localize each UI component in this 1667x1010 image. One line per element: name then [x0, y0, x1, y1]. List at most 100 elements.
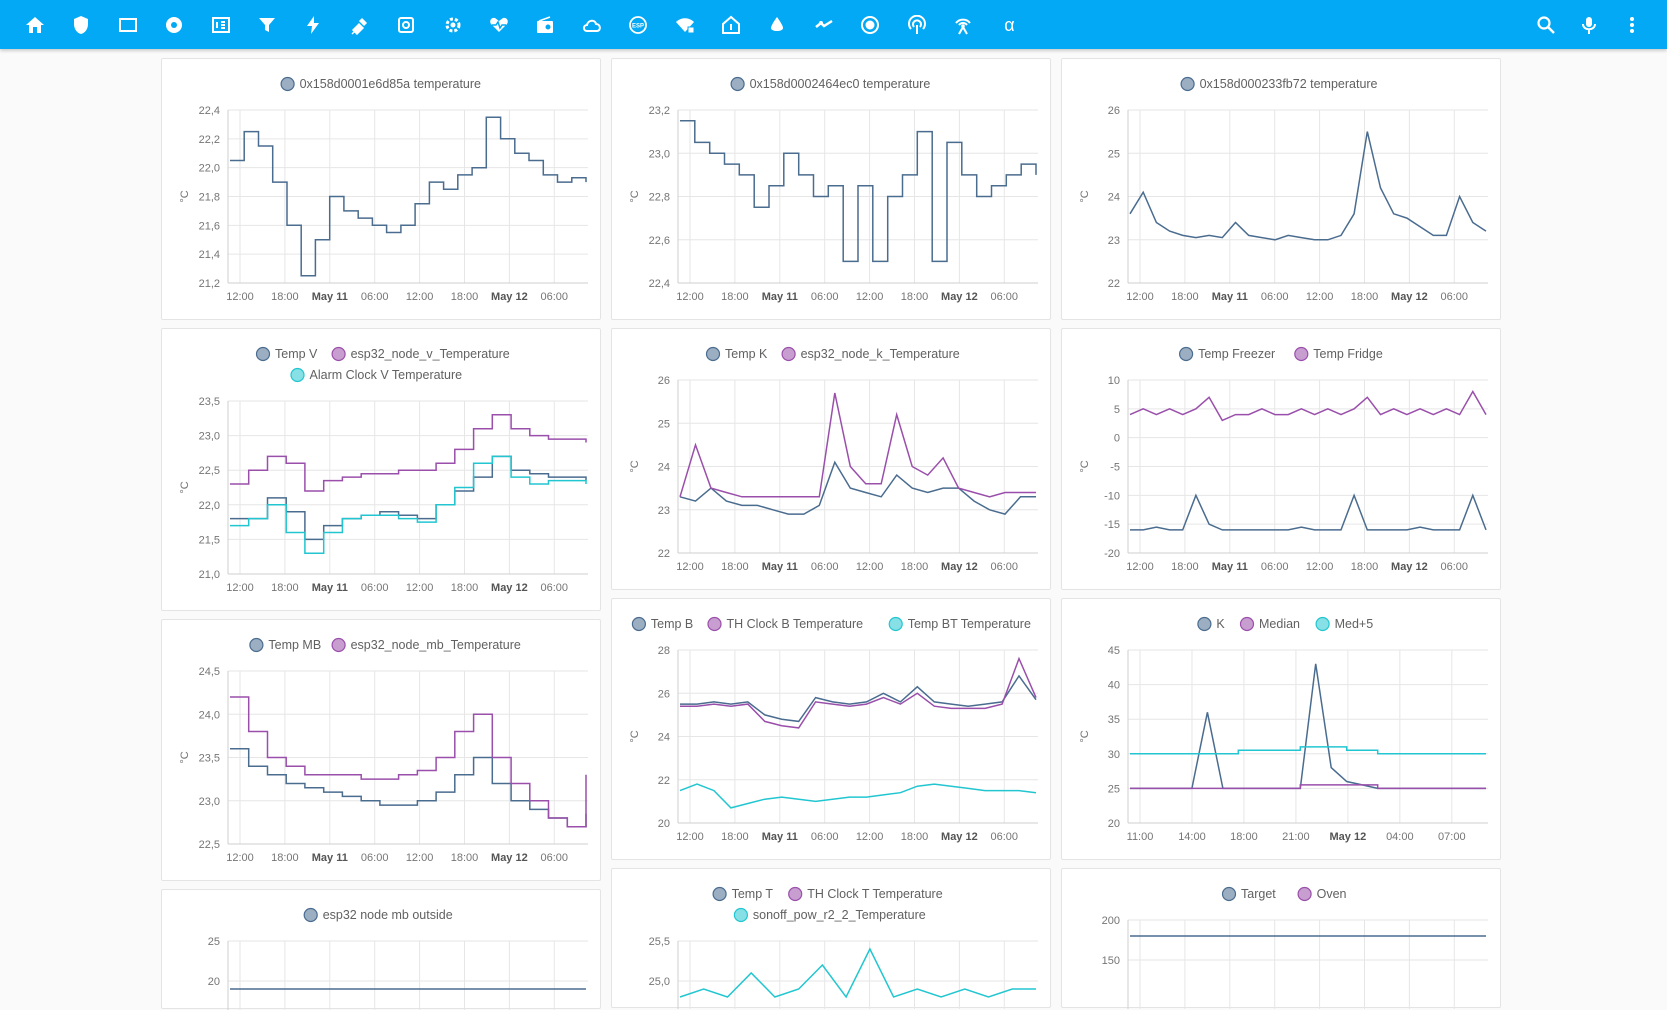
series-line: [230, 696, 587, 828]
legend-swatch[interactable]: [788, 886, 803, 902]
y-tick-label: 5: [1114, 404, 1120, 416]
esp-icon[interactable]: ESP: [623, 10, 653, 40]
y-tick-label: 23,5: [199, 753, 220, 765]
series-line: [679, 460, 1036, 515]
legend-label[interactable]: Oven: [1317, 887, 1347, 901]
panel-icon[interactable]: [113, 10, 143, 40]
legend-label[interactable]: Temp MB: [268, 638, 321, 652]
x-tick-label: 12:00: [1126, 291, 1154, 303]
microphone-icon[interactable]: [1574, 10, 1604, 40]
y-tick-label: 25: [208, 936, 220, 948]
filter-icon[interactable]: [252, 10, 282, 40]
legend-label[interactable]: Temp V: [275, 347, 318, 361]
dashboard-icon[interactable]: [206, 10, 236, 40]
legend-label[interactable]: esp32 node mb outside: [323, 908, 453, 922]
legend-label[interactable]: sonoff_pow_r2_2_Temperature: [753, 908, 926, 922]
flash-icon[interactable]: [298, 10, 328, 40]
shield-icon[interactable]: [66, 10, 96, 40]
legend-label[interactable]: Temp T: [732, 887, 774, 901]
legend-label[interactable]: 0x158d0001e6d85a temperature: [300, 77, 481, 91]
legend-swatch[interactable]: [631, 616, 646, 632]
legend-label[interactable]: esp32_node_v_Temperature: [351, 347, 510, 361]
legend-swatch[interactable]: [1197, 616, 1212, 632]
y-tick-label: 21,2: [199, 278, 220, 290]
search-icon[interactable]: [1531, 10, 1561, 40]
legend-label[interactable]: Target: [1241, 887, 1276, 901]
record-icon[interactable]: [159, 10, 189, 40]
legend-label[interactable]: Temp Freezer: [1198, 347, 1275, 361]
x-tick-label: 12:00: [1306, 291, 1334, 303]
broadcast-icon[interactable]: [948, 10, 978, 40]
legend-swatch[interactable]: [255, 346, 271, 362]
water-icon[interactable]: [762, 10, 792, 40]
home-temp-icon[interactable]: [716, 10, 746, 40]
history-chart: esp32 node mb outside 25 20: [208, 907, 588, 1010]
legend-swatch[interactable]: [1239, 616, 1255, 632]
legend-label[interactable]: 0x158d0002464ec0 temperature: [750, 77, 931, 91]
legend-swatch[interactable]: [707, 616, 722, 632]
menu-dots-icon[interactable]: [1617, 10, 1647, 40]
legend-swatch[interactable]: [249, 637, 264, 653]
heart-pulse-icon[interactable]: [484, 10, 514, 40]
legend-label[interactable]: Med+5: [1335, 617, 1374, 631]
legend-swatch[interactable]: [1297, 886, 1312, 902]
legend-swatch[interactable]: [1180, 76, 1195, 92]
legend-label[interactable]: 0x158d000233fb72 temperature: [1200, 77, 1378, 91]
y-tick-label: 40: [1108, 680, 1120, 692]
x-tick-label: May 12: [1330, 831, 1367, 843]
x-tick-label: 11:00: [1127, 831, 1154, 843]
legend-swatch[interactable]: [705, 346, 721, 362]
legend-swatch[interactable]: [1221, 886, 1237, 902]
legend-label[interactable]: Median: [1259, 617, 1300, 631]
y-axis-unit: °C: [1079, 730, 1091, 742]
y-tick-label: 25,5: [649, 936, 670, 948]
legend-label[interactable]: esp32_node_k_Temperature: [801, 347, 960, 361]
radio-icon[interactable]: [530, 10, 560, 40]
x-tick-label: 18:00: [451, 852, 479, 864]
history-graph-card: Temp T TH Clock T Temperature sonoff_pow_r…: [611, 868, 1051, 1009]
history-chart: Target Oven 200 150: [1102, 886, 1488, 1009]
x-tick-label: May 12: [1391, 561, 1428, 573]
alpha-icon[interactable]: α: [1004, 14, 1015, 35]
cloud-icon[interactable]: [577, 10, 607, 40]
target-icon[interactable]: [855, 10, 885, 40]
legend-label[interactable]: TH Clock B Temperature: [727, 617, 864, 631]
legend-swatch[interactable]: [331, 637, 346, 653]
legend-swatch[interactable]: [733, 907, 748, 923]
legend-swatch[interactable]: [280, 76, 295, 92]
legend-label[interactable]: Temp B: [651, 617, 693, 631]
home-icon[interactable]: [20, 10, 50, 40]
legend-swatch[interactable]: [712, 886, 727, 902]
legend-label[interactable]: Temp BT Temperature: [908, 617, 1031, 631]
legend-label[interactable]: K: [1216, 617, 1225, 631]
x-tick-label: May 11: [1212, 561, 1248, 573]
legend-label[interactable]: esp32_node_mb_Temperature: [351, 638, 521, 652]
legend-label[interactable]: Alarm Clock V Temperature: [310, 368, 463, 382]
camera-icon[interactable]: [391, 10, 421, 40]
legend-label[interactable]: Temp K: [725, 347, 768, 361]
legend-swatch[interactable]: [888, 616, 903, 632]
antenna-icon[interactable]: [902, 10, 932, 40]
y-tick-label: 20: [658, 818, 670, 830]
x-tick-label: May 11: [1212, 291, 1248, 303]
legend-label[interactable]: Temp Fridge: [1313, 347, 1383, 361]
y-axis-unit: °C: [179, 190, 191, 202]
legend-swatch[interactable]: [781, 346, 796, 362]
legend-swatch[interactable]: [331, 346, 346, 362]
satellite-icon[interactable]: [345, 10, 375, 40]
legend-swatch[interactable]: [1315, 616, 1330, 632]
x-tick-label: May 11: [312, 852, 348, 864]
legend-swatch[interactable]: [1294, 346, 1309, 362]
zigbee-icon[interactable]: [809, 10, 839, 40]
x-tick-label: 18:00: [721, 831, 749, 843]
legend-swatch[interactable]: [290, 367, 305, 383]
gear-icon[interactable]: [438, 10, 468, 40]
legend-swatch[interactable]: [303, 907, 318, 923]
y-tick-label: 22: [1108, 278, 1120, 290]
history-chart: 0x158d0001e6d85a temperature 22,4 22,2 22,0…: [179, 76, 588, 303]
x-tick-label: 18:00: [721, 561, 749, 573]
legend-swatch[interactable]: [1178, 346, 1194, 362]
wifi-lock-icon[interactable]: [670, 10, 700, 40]
legend-label[interactable]: TH Clock T Temperature: [807, 887, 943, 901]
legend-swatch[interactable]: [730, 76, 745, 92]
